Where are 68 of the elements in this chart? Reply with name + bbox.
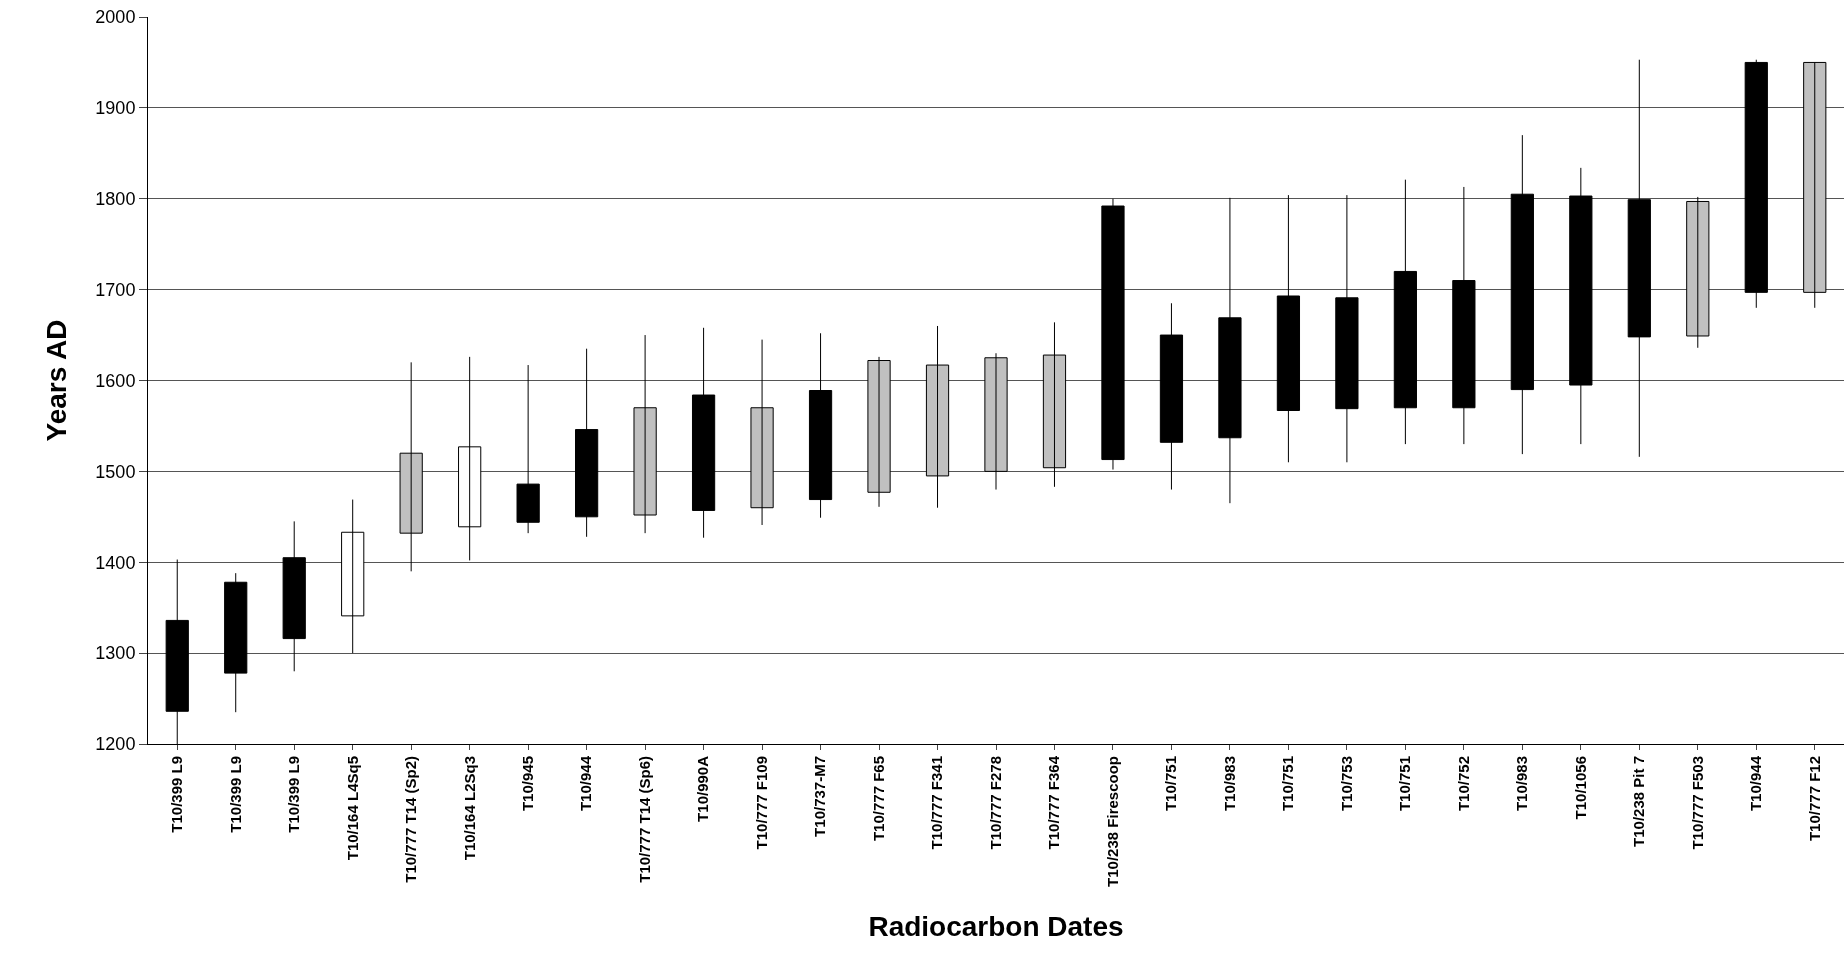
candlestick [1627,59,1651,458]
y-tick-label: 1400 [95,552,136,573]
candlestick [691,327,716,539]
candlestick [750,339,774,526]
x-tick-label: T10/737-M7 [811,756,829,837]
candlestick [867,356,891,508]
candlestick [1159,302,1184,491]
y-tick-label: 2000 [95,7,136,28]
x-tick-label: T10/777 T14 (Sp6) [635,756,653,883]
candlestick [1569,167,1593,445]
x-tick-label: T10/983 [1220,756,1238,812]
x-tick-label: T10/777 F341 [928,756,946,850]
candlestick [224,572,248,713]
x-tick-label: T10/777 F109 [752,756,770,850]
candlestick [1218,197,1242,504]
candlestick [1686,196,1710,349]
candlestick [1510,134,1534,455]
x-tick-label: T10/777 F503 [1688,756,1706,850]
y-tick-label: 1700 [95,279,136,300]
x-tick-label: T10/777 F12 [1805,756,1823,842]
candlestick [1744,59,1768,309]
x-tick-label: T10/399 L9 [226,756,244,833]
candlestick [1042,321,1067,488]
candlestick [1393,179,1417,445]
x-tick-label: T10/238 Pit 7 [1630,756,1648,847]
x-tick-label: T10/944 [1747,755,1765,812]
y-tick-label: 1300 [95,643,136,664]
x-tick-label: T10/777 T14 (Sp2) [402,756,420,883]
x-tick-label: T10/751 [1162,756,1180,812]
candlestick [633,334,657,534]
candlestick [399,361,423,572]
candlestick [516,364,540,534]
candlestick [341,499,365,654]
candlestick [575,348,599,538]
candlestick [1101,198,1125,471]
x-tick-label: T10/399 L9 [285,756,303,833]
y-tick-label: 1200 [95,734,136,755]
x-tick-label: T10/164 L2Sq3 [460,756,478,861]
x-tick-label: T10/753 [1337,756,1355,812]
candlestick [282,520,306,672]
x-tick-label: T10/944 [577,755,595,812]
x-tick-label: T10/751 [1279,756,1297,812]
x-tick-label: T10/945 [519,756,537,812]
y-tick-label: 1500 [95,461,136,482]
y-tick-label: 1900 [95,98,136,119]
x-tick-label: T10/752 [1454,756,1472,812]
x-tick-label: T10/1056 [1571,756,1589,820]
x-tick-label: T10/983 [1513,756,1531,812]
candlestick [984,352,1008,491]
x-axis-title: Radiocarbon Dates [868,911,1124,943]
x-tick-label: T10/777 F65 [869,756,887,842]
y-tick-label: 1800 [95,189,136,210]
candlestick [1276,194,1301,463]
x-tick-label: T10/990A [694,755,712,822]
candlestick [1803,61,1827,309]
candlestick [808,332,833,519]
x-tick-label: T10/238 Firescoop [1103,756,1121,887]
x-tick-label: T10/164 L4Sq5 [343,756,361,861]
x-tick-label: T10/751 [1396,756,1414,812]
y-axis-title: Years AD [41,319,73,442]
candlestick [1335,194,1359,463]
y-tick-label: 1600 [95,370,136,391]
candlestick [925,325,950,509]
x-tick-label: T10/777 F278 [986,756,1004,850]
x-tick-label: T10/399 L9 [168,756,186,833]
candlestick [458,356,482,561]
candlestick [1452,186,1476,445]
x-tick-label: T10/777 F364 [1045,755,1063,850]
